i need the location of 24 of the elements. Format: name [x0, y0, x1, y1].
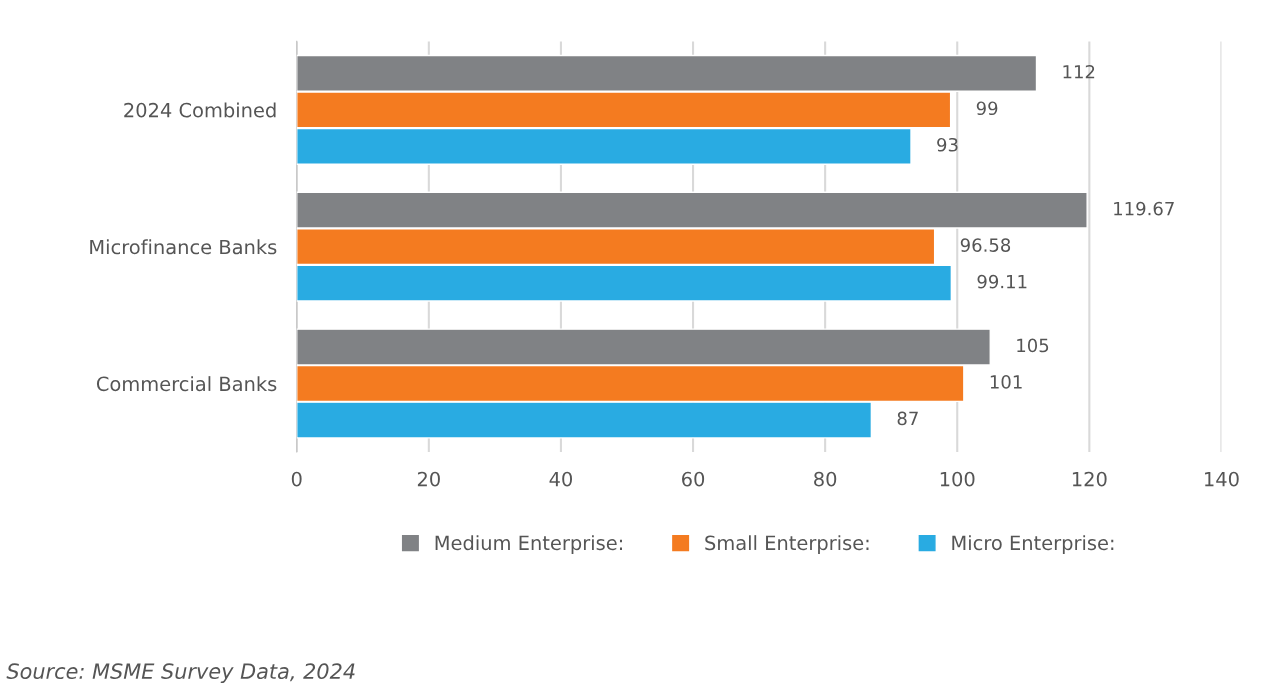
data-label: 101 — [990, 375, 1022, 389]
x-tick-label: 120 — [1072, 471, 1107, 487]
data-label: 96.58 — [960, 238, 1011, 252]
y-tick-label: Microfinance Banks — [90, 239, 277, 255]
x-tick-label: 20 — [417, 471, 440, 487]
data-label: 105 — [1017, 338, 1049, 353]
x-tick-label: 40 — [549, 471, 573, 487]
data-label: 112 — [1063, 64, 1095, 79]
legend-label: Micro Enterprise: — [952, 535, 1114, 554]
legend-label: Medium Enterprise: — [435, 535, 622, 554]
source-note: Source: MSME Survey Data, 2024 — [6, 663, 355, 684]
data-label: 87 — [897, 411, 918, 426]
data-label: 93 — [937, 137, 958, 152]
legend-label: Small Enterprise: — [705, 535, 869, 554]
data-label: 119.67 — [1114, 201, 1174, 216]
x-tick-label: 80 — [814, 471, 837, 487]
x-tick-label: 140 — [1205, 471, 1239, 487]
y-tick-label: 2024 Combined — [124, 102, 276, 118]
data-label: 99 — [976, 101, 998, 116]
x-tick-label: 0 — [291, 471, 302, 487]
data-label: 99.11 — [977, 274, 1027, 289]
x-tick-label: 60 — [682, 471, 705, 487]
x-tick-label: 100 — [940, 471, 975, 487]
y-tick-label: Commercial Banks — [96, 376, 277, 392]
